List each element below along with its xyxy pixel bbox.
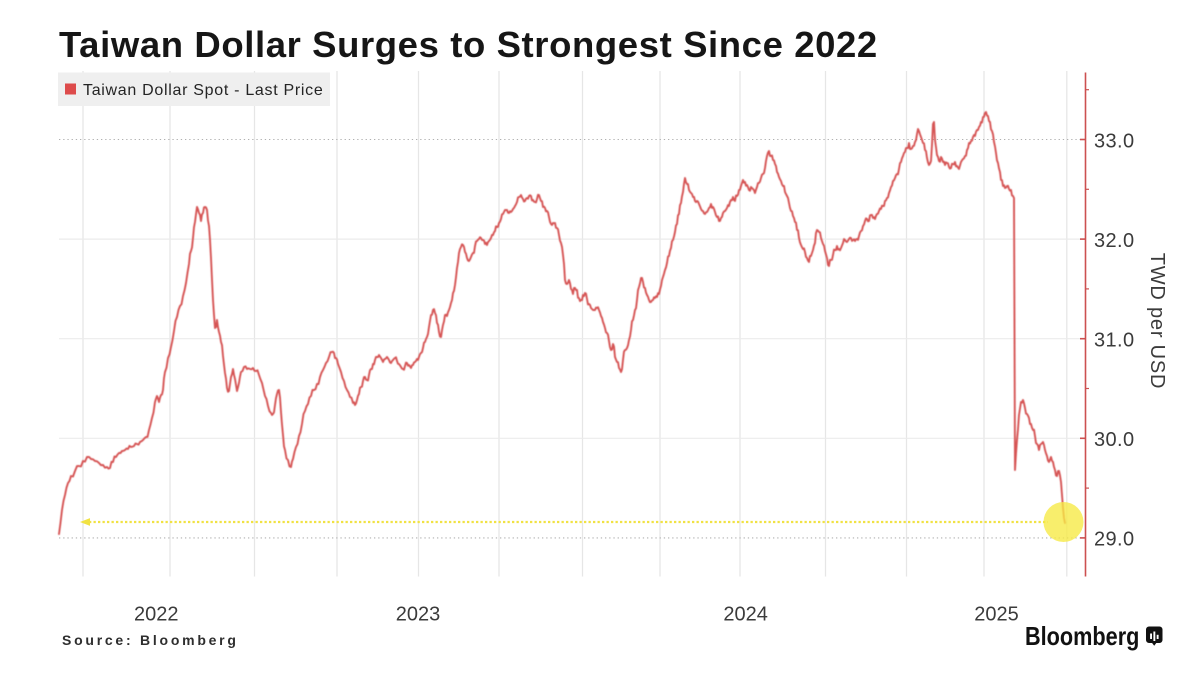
svg-text:33.0: 33.0 (1094, 130, 1135, 152)
svg-text:2023: 2023 (396, 604, 441, 626)
svg-text:2022: 2022 (134, 604, 179, 626)
svg-text:Taiwan Dollar Spot - Last Pric: Taiwan Dollar Spot - Last Price (83, 82, 323, 99)
svg-text:30.0: 30.0 (1094, 429, 1135, 451)
svg-text:2025: 2025 (974, 604, 1019, 626)
svg-text:31.0: 31.0 (1094, 330, 1135, 352)
svg-text:TWD per USD: TWD per USD (1146, 253, 1168, 390)
svg-text:32.0: 32.0 (1094, 230, 1135, 252)
svg-text:Taiwan Dollar Surges to Strong: Taiwan Dollar Surges to Strongest Since … (59, 24, 878, 65)
svg-text:29.0: 29.0 (1094, 529, 1135, 551)
svg-text:Bloomberg: Bloomberg (1025, 623, 1139, 651)
svg-text:Source: Bloomberg: Source: Bloomberg (62, 632, 239, 648)
svg-text:2024: 2024 (723, 604, 768, 626)
